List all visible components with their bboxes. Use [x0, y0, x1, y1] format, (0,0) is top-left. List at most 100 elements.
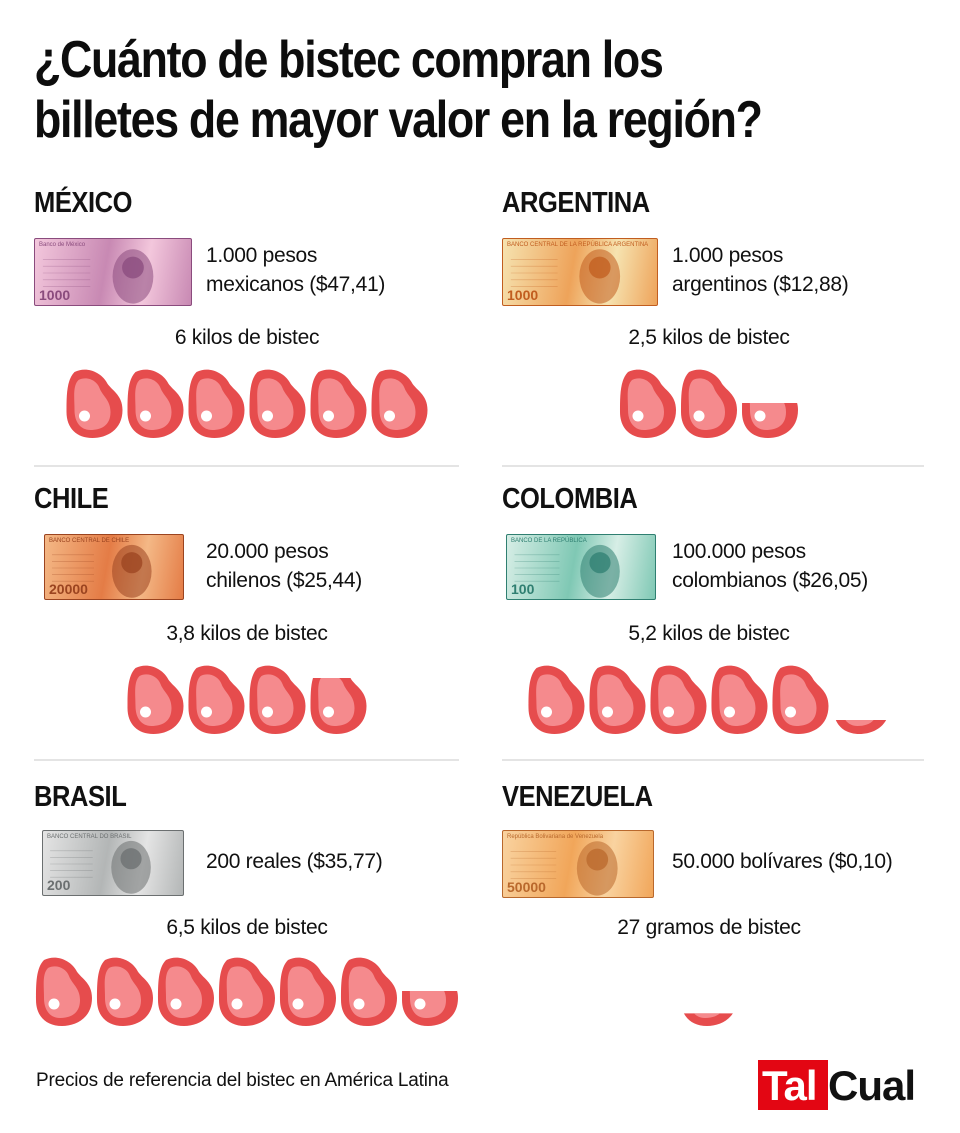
banknote-line-1: 200 reales ($35,77) — [206, 850, 383, 873]
banknote-line-1: 1.000 pesos — [672, 244, 784, 267]
banknote-art — [510, 249, 621, 304]
country-name: CHILE — [34, 483, 109, 515]
steak-icons — [620, 369, 798, 438]
steak-icon — [280, 957, 336, 1026]
country-name: BRASIL — [34, 781, 127, 813]
steak-icon — [650, 665, 707, 734]
banknote-image: 100 BANCO DE LA REPÚBLICA — [506, 534, 656, 600]
banknote-art — [510, 841, 618, 896]
country-block-mexico: MÉXICO 1000 Banco de México 1.000 pesos m… — [34, 188, 474, 478]
banknote-art — [52, 544, 152, 598]
banknote-description: 20.000 pesos chilenos ($25,44) — [206, 537, 362, 595]
country-block-chile: CHILE 20000 BANCO CENTRAL DE CHILE 20.000… — [34, 484, 474, 774]
divider — [34, 759, 459, 761]
banknote-issuer: BANCO CENTRAL DO BRASIL — [47, 834, 132, 840]
country-name: ARGENTINA — [502, 187, 650, 219]
banknote-image: 200 BANCO CENTRAL DO BRASIL — [42, 830, 184, 896]
partial-steak-icon — [742, 403, 798, 438]
banknote-denomination: 20000 — [49, 581, 88, 597]
banknote-line-2: argentinos ($12,88) — [672, 273, 849, 296]
divider — [502, 465, 924, 467]
banknote-issuer: República Bolivariana de Venezuela — [507, 834, 604, 840]
steak-icon — [188, 665, 245, 734]
country-name: VENEZUELA — [502, 781, 653, 813]
steak-icon — [681, 369, 737, 438]
banknote-image: 50000 República Bolivariana de Venezuela — [502, 830, 654, 898]
country-block-colombia: COLOMBIA 100 BANCO DE LA REPÚBLICA 100.00… — [502, 484, 942, 774]
banknote-image: 1000 BANCO CENTRAL DE LA REPÚBLICA ARGENT… — [502, 238, 658, 306]
banknote-line-1: 1.000 pesos — [206, 244, 318, 267]
country-name: COLOMBIA — [502, 483, 638, 515]
steak-amount: 6,5 kilos de bistec — [166, 916, 328, 939]
banknote-line-1: 100.000 pesos — [672, 540, 806, 563]
steak-icon — [97, 957, 153, 1026]
steak-icon — [341, 957, 397, 1026]
steak-icon — [158, 957, 214, 1026]
banknote-denomination: 1000 — [507, 287, 539, 303]
steak-icons — [684, 1013, 733, 1026]
title-line-1: ¿Cuánto de bistec compran los — [34, 31, 664, 89]
steak-icon — [249, 665, 306, 734]
divider — [502, 759, 924, 761]
steak-amount: 2,5 kilos de bistec — [628, 326, 790, 349]
country-block-brasil: BRASIL 200 BANCO CENTRAL DO BRASIL 200 re… — [34, 782, 474, 1072]
banknote-line-2: colombianos ($26,05) — [672, 569, 868, 592]
steak-icon — [219, 957, 275, 1026]
steak-icon — [188, 369, 245, 438]
partial-steak-icon — [835, 720, 887, 734]
divider — [34, 465, 459, 467]
banknote-line-2: chilenos ($25,44) — [206, 569, 362, 592]
banknote-description: 200 reales ($35,77) — [206, 847, 383, 876]
steak-amount: 5,2 kilos de bistec — [628, 622, 790, 645]
steak-icon — [127, 369, 184, 438]
steak-icon — [127, 665, 184, 734]
steak-icon — [310, 369, 367, 438]
banknote-denomination: 200 — [47, 877, 71, 893]
steak-icon — [249, 369, 306, 438]
steak-amount: 6 kilos de bistec — [174, 326, 320, 349]
banknote-description: 100.000 pesos colombianos ($26,05) — [672, 537, 868, 595]
steak-icon — [711, 665, 768, 734]
steak-amount: 27 gramos de bistec — [617, 916, 801, 939]
banknote-line-2: mexicanos ($47,41) — [206, 273, 386, 296]
talcual-logo: Tal Cual — [758, 1060, 928, 1112]
banknote-image: 20000 BANCO CENTRAL DE CHILE — [44, 534, 184, 600]
banknote-issuer: BANCO DE LA REPÚBLICA — [511, 538, 587, 544]
banknote-denomination: 100 — [511, 581, 535, 597]
banknote-art — [50, 840, 151, 894]
logo-cual: Cual — [828, 1062, 916, 1109]
banknote-denomination: 1000 — [39, 287, 71, 303]
banknote-description: 50.000 bolívares ($0,10) — [672, 847, 893, 876]
banknote-issuer: BANCO CENTRAL DE LA REPÚBLICA ARGENTINA — [507, 242, 649, 248]
banknote-issuer: Banco de México — [39, 242, 86, 248]
banknote-image: 1000 Banco de México — [34, 238, 192, 306]
title-line-2: billetes de mayor valor en la región? — [34, 91, 763, 149]
logo-tal: Tal — [758, 1060, 828, 1110]
steak-icons — [127, 665, 367, 734]
partial-steak-icon — [310, 678, 367, 734]
steak-amount: 3,8 kilos de bistec — [166, 622, 328, 645]
partial-steak-icon — [402, 991, 458, 1026]
country-block-venezuela: VENEZUELA 50000 República Bolivariana de … — [502, 782, 942, 1072]
steak-icon — [528, 665, 585, 734]
banknote-description: 1.000 pesos mexicanos ($47,41) — [206, 241, 385, 299]
country-block-argentina: ARGENTINA 1000 BANCO CENTRAL DE LA REPÚBL… — [502, 188, 942, 478]
banknote-line-1: 50.000 bolívares ($0,10) — [672, 850, 893, 873]
banknote-art — [514, 544, 620, 598]
steak-icon — [772, 665, 829, 734]
steak-icons — [66, 369, 428, 438]
banknote-issuer: BANCO CENTRAL DE CHILE — [49, 538, 130, 544]
steak-icon — [589, 665, 646, 734]
steak-icon — [36, 957, 92, 1026]
banknote-line-1: 20.000 pesos — [206, 540, 329, 563]
banknote-denomination: 50000 — [507, 879, 546, 895]
steak-icons — [528, 665, 887, 734]
steak-icon — [620, 369, 676, 438]
country-name: MÉXICO — [34, 187, 133, 219]
banknote-art — [42, 249, 154, 304]
steak-icon — [66, 369, 123, 438]
partial-steak-icon — [684, 1013, 733, 1026]
page-title: ¿Cuánto de bistec compran los billetes d… — [34, 30, 808, 150]
steak-icons — [36, 957, 458, 1026]
steak-icon — [371, 369, 428, 438]
